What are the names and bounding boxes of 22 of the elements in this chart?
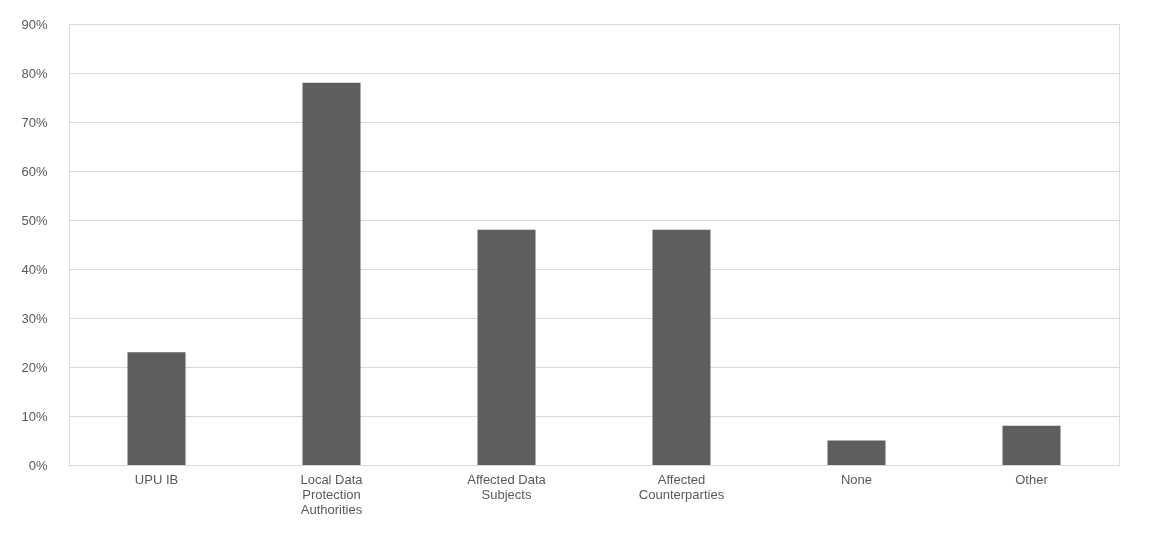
y-tick-label: 70% bbox=[21, 114, 48, 130]
y-tick-label: 50% bbox=[21, 212, 48, 228]
bar bbox=[652, 229, 711, 465]
x-tick-label: Other bbox=[1015, 471, 1049, 487]
y-tick-label: 90% bbox=[21, 16, 48, 32]
x-tick-label: None bbox=[840, 471, 873, 487]
y-tick-label: 20% bbox=[21, 359, 48, 375]
y-tick-label: 80% bbox=[21, 65, 48, 81]
bar bbox=[477, 229, 536, 465]
y-tick-label: 0% bbox=[28, 457, 48, 473]
y-tick-label: 60% bbox=[21, 163, 48, 179]
y-tick-label: 30% bbox=[21, 310, 48, 326]
x-tick-label: Affected Data Subjects bbox=[467, 471, 547, 502]
bar bbox=[1002, 425, 1061, 465]
x-tick-label: UPU IB bbox=[134, 471, 179, 487]
x-tick-label: Affected Counterparties bbox=[638, 471, 725, 502]
bar bbox=[302, 82, 361, 465]
y-tick-label: 40% bbox=[21, 261, 48, 277]
bar bbox=[127, 352, 186, 465]
bar bbox=[827, 440, 886, 465]
x-tick-label: Local Data Protection Authorities bbox=[300, 471, 364, 517]
y-tick-label: 10% bbox=[21, 408, 48, 424]
